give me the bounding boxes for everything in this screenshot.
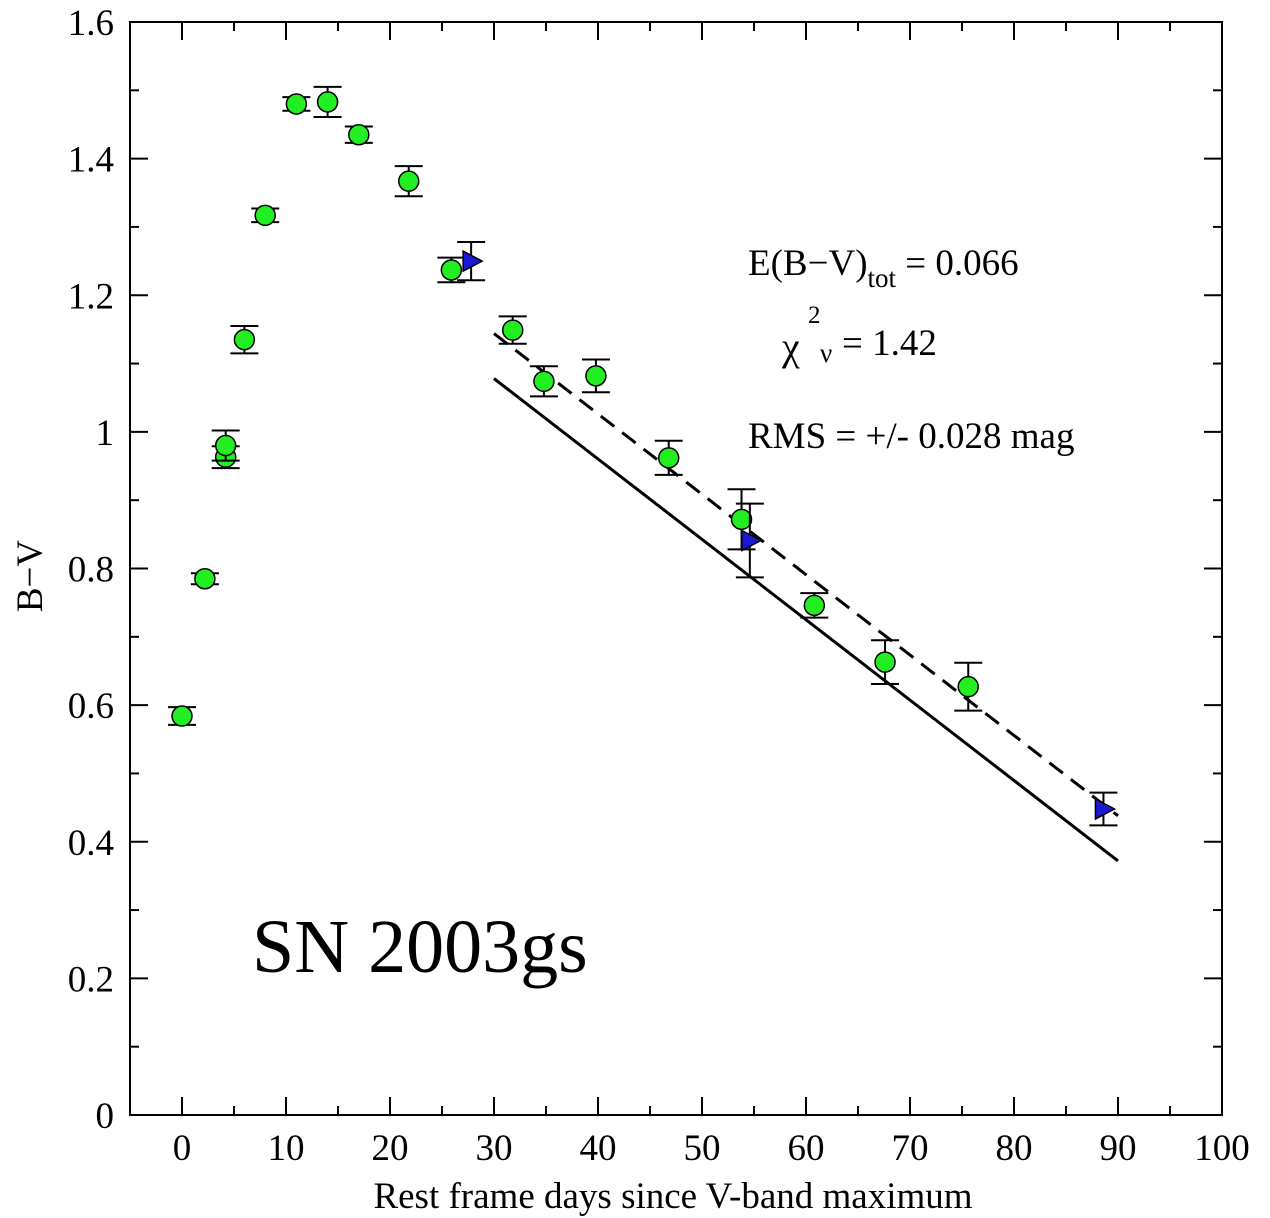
x-tick-label: 80 (996, 1128, 1033, 1169)
x-axis-label: Rest frame days since V-band maximum (373, 1176, 972, 1217)
circle-point (394, 165, 423, 198)
chi-subscript: ν (820, 338, 832, 368)
y-tick-label: 1.6 (68, 3, 114, 44)
circle-point (282, 93, 311, 115)
circle-point (581, 358, 610, 394)
x-tick-label: 10 (268, 1128, 305, 1169)
y-tick-label: 0.4 (68, 823, 114, 864)
dashed-fit-line (493, 332, 1119, 817)
ebv-subscript: tot (868, 263, 897, 293)
circle-point (344, 123, 373, 146)
solid-fit-line (493, 377, 1119, 863)
x-tick-label: 70 (892, 1128, 929, 1169)
triangle-point (735, 502, 764, 579)
data-points (168, 85, 1118, 827)
y-tick-label: 1.4 (68, 140, 114, 181)
circle-point (168, 705, 196, 727)
triangle-point (457, 240, 486, 282)
ebv-annotation: E(B−V)tot = 0.066 (748, 243, 1019, 293)
plot-frame (129, 21, 1223, 1116)
x-tick-label: 50 (684, 1128, 721, 1169)
y-tick-label: 0.2 (68, 959, 114, 1000)
circle-point (251, 204, 280, 227)
circle-point (313, 85, 342, 118)
circle-point (954, 661, 983, 712)
circle-point (871, 639, 900, 685)
x-tick-label: 100 (1194, 1128, 1250, 1169)
x-tick-label: 0 (173, 1128, 192, 1169)
circle-point (800, 592, 829, 619)
x-tick-label: 60 (788, 1128, 825, 1169)
circle-point (190, 567, 219, 590)
circle-point (654, 439, 683, 476)
circle-point (211, 429, 240, 462)
tick-labels: 0 10 20 30 40 50 60 70 80 90 100 0 0.2 0.4 0.6 0.8 1 1.2 1… (68, 3, 1250, 1169)
x-tick-label: 40 (580, 1128, 617, 1169)
y-tick-label: 1.2 (68, 276, 114, 317)
fit-lines (493, 332, 1119, 863)
y-tick-label: 0.6 (68, 686, 114, 727)
y-tick-label: 0 (96, 1096, 115, 1137)
x-tick-label: 20 (372, 1128, 409, 1169)
circle-point (437, 256, 466, 284)
chi-value: = 1.42 (842, 323, 937, 364)
circle-point (498, 315, 527, 345)
y-tick-label: 0.8 (68, 550, 114, 591)
y-tick-label: 1 (96, 413, 115, 454)
ebv-prefix: E(B−V) (748, 243, 868, 284)
triangle-point (1089, 791, 1118, 827)
chi-symbol: χ (781, 324, 800, 369)
chi-superscript: 2 (808, 302, 821, 329)
x-tick-label: 30 (476, 1128, 513, 1169)
object-label: SN 2003gs (252, 905, 588, 989)
x-tick-label: 90 (1100, 1128, 1137, 1169)
circle-point (529, 365, 558, 398)
ebv-value: = 0.066 (896, 243, 1019, 284)
circle-point (230, 324, 259, 355)
rms-annotation: RMS = +/- 0.028 mag (748, 416, 1074, 457)
y-axis-label: B−V (10, 540, 51, 613)
